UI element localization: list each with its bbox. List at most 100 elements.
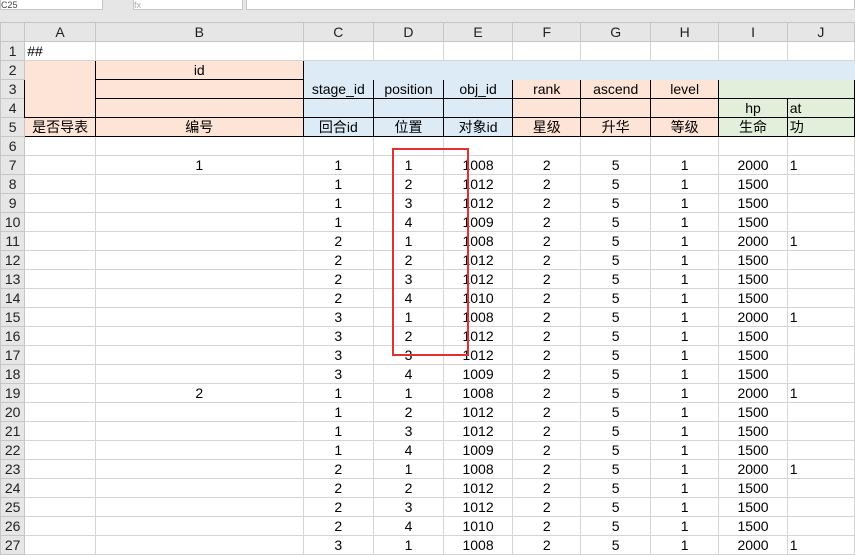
cell-j[interactable] — [786, 345, 855, 365]
cell-d[interactable]: 3 — [373, 497, 444, 517]
cell-a[interactable] — [24, 212, 96, 232]
row-header[interactable]: 20 — [0, 402, 26, 422]
cell[interactable] — [650, 41, 720, 61]
row-header[interactable]: 18 — [0, 364, 26, 384]
cell[interactable] — [302, 98, 375, 118]
cell-c[interactable]: 2 — [302, 288, 375, 308]
cell-i[interactable]: 2000 — [718, 535, 788, 555]
cell-a[interactable] — [24, 535, 96, 555]
select-all-corner[interactable] — [0, 22, 26, 42]
cell-i[interactable]: 1500 — [718, 497, 788, 517]
cell-h[interactable]: 1 — [650, 364, 720, 384]
cell-b[interactable] — [94, 250, 304, 270]
cell-g[interactable]: 5 — [580, 155, 652, 175]
cell-c[interactable]: 2 — [302, 497, 375, 517]
cell-d[interactable]: 4 — [373, 516, 444, 536]
row-header[interactable]: 7 — [0, 155, 26, 175]
header-attrs-group[interactable] — [718, 79, 855, 99]
cell[interactable] — [650, 98, 720, 118]
cell-f[interactable]: 2 — [512, 535, 582, 555]
row-header[interactable]: 22 — [0, 440, 26, 460]
cell-g[interactable]: 5 — [580, 383, 652, 403]
cell-b[interactable] — [94, 326, 304, 346]
row-header[interactable]: 5 — [0, 117, 26, 137]
cell-a[interactable] — [24, 250, 96, 270]
header-hp[interactable]: hp — [718, 98, 788, 118]
cell-a[interactable] — [24, 497, 96, 517]
cell-f[interactable]: 2 — [512, 497, 582, 517]
cell[interactable] — [442, 41, 514, 61]
cell[interactable] — [786, 136, 855, 156]
header-level[interactable]: level — [650, 79, 720, 99]
cell-d[interactable]: 1 — [373, 155, 444, 175]
cell-g[interactable]: 5 — [580, 535, 652, 555]
cell-f[interactable]: 2 — [512, 345, 582, 365]
cell-g[interactable]: 5 — [580, 478, 652, 498]
cell-g[interactable]: 5 — [580, 288, 652, 308]
cell-c[interactable]: 2 — [302, 516, 375, 536]
cell-a[interactable] — [24, 231, 96, 251]
cell-g[interactable]: 5 — [580, 345, 652, 365]
cell-c[interactable]: 2 — [302, 250, 375, 270]
cell-c[interactable]: 3 — [302, 364, 375, 384]
cell-a[interactable] — [24, 288, 96, 308]
cell-b[interactable] — [94, 440, 304, 460]
cell-d[interactable]: 1 — [373, 383, 444, 403]
cell[interactable] — [718, 41, 788, 61]
cell-c2[interactable] — [302, 60, 855, 80]
cell-c[interactable]: 2 — [302, 231, 375, 251]
cell-c[interactable]: 3 — [302, 535, 375, 555]
cell-g[interactable]: 5 — [580, 364, 652, 384]
cell-b[interactable] — [94, 535, 304, 555]
cell-i[interactable]: 2000 — [718, 307, 788, 327]
cell-i[interactable]: 2000 — [718, 231, 788, 251]
cell-h[interactable]: 1 — [650, 174, 720, 194]
cell-d[interactable]: 1 — [373, 231, 444, 251]
cell-b[interactable] — [94, 402, 304, 422]
row-header[interactable]: 9 — [0, 193, 26, 213]
cell-f[interactable]: 2 — [512, 231, 582, 251]
column-header[interactable]: J — [786, 22, 855, 42]
cell-d[interactable]: 4 — [373, 364, 444, 384]
cell-c[interactable]: 1 — [302, 421, 375, 441]
cell-i[interactable]: 1500 — [718, 288, 788, 308]
cell-f[interactable]: 2 — [512, 250, 582, 270]
cell-j[interactable] — [786, 250, 855, 270]
cell-g[interactable]: 5 — [580, 269, 652, 289]
cell-a1[interactable]: ## — [24, 41, 96, 61]
cell-d[interactable]: 3 — [373, 193, 444, 213]
cell-i[interactable]: 1500 — [718, 174, 788, 194]
cell-j[interactable] — [786, 478, 855, 498]
cell-g[interactable]: 5 — [580, 421, 652, 441]
cell-h[interactable]: 1 — [650, 402, 720, 422]
cell-a[interactable] — [24, 478, 96, 498]
cell-h[interactable]: 1 — [650, 288, 720, 308]
cell-g[interactable]: 5 — [580, 212, 652, 232]
header-stage-id[interactable]: stage_id — [302, 79, 375, 99]
cell-g[interactable]: 5 — [580, 307, 652, 327]
cell-b[interactable] — [94, 193, 304, 213]
cell-j[interactable] — [786, 440, 855, 460]
cell-a[interactable] — [24, 345, 96, 365]
cell-d[interactable]: 2 — [373, 402, 444, 422]
row-header[interactable]: 1 — [0, 41, 26, 61]
cell-i[interactable]: 2000 — [718, 155, 788, 175]
cell-f[interactable]: 2 — [512, 288, 582, 308]
cell-e[interactable]: 1009 — [442, 364, 514, 384]
row-header[interactable]: 4 — [0, 98, 26, 118]
cell-j[interactable] — [786, 193, 855, 213]
label-number[interactable]: 编号 — [94, 117, 304, 137]
label-hp[interactable]: 生命 — [718, 117, 788, 137]
row-header[interactable]: 26 — [0, 516, 26, 536]
cell-c[interactable]: 1 — [302, 155, 375, 175]
cell-e[interactable]: 1008 — [442, 383, 514, 403]
cell-h[interactable]: 1 — [650, 383, 720, 403]
cell-h[interactable]: 1 — [650, 250, 720, 270]
cell-c[interactable]: 1 — [302, 383, 375, 403]
cell[interactable] — [24, 136, 96, 156]
cell-f[interactable]: 2 — [512, 516, 582, 536]
label-star[interactable]: 星级 — [512, 117, 582, 137]
cell[interactable] — [580, 98, 652, 118]
spreadsheet-grid[interactable]: A B C D E F G H I J 1 ## 2 id 3 stage_id… — [0, 22, 855, 555]
row-header[interactable]: 8 — [0, 174, 26, 194]
